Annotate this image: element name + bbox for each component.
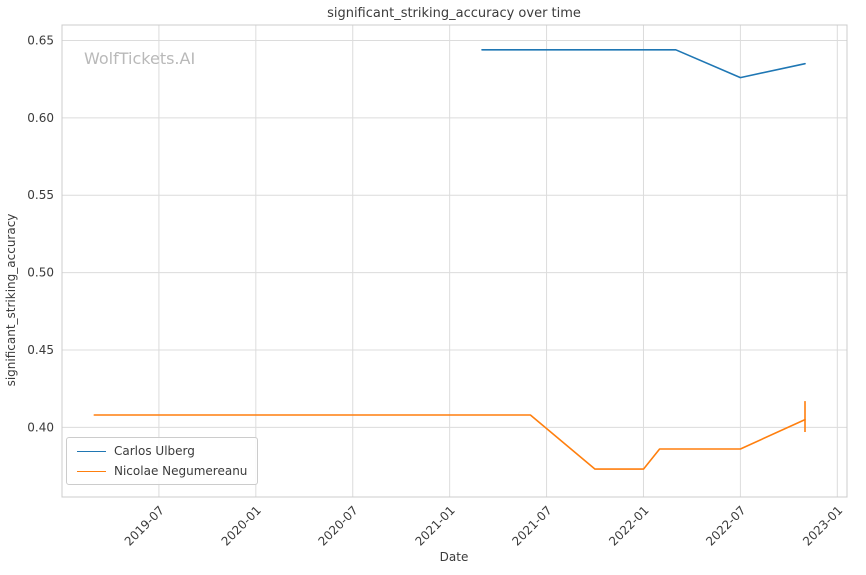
y-tick-label: 0.55 [27, 188, 54, 202]
series-line-carlos-ulberg [481, 48, 806, 79]
y-axis-label: significant_striking_accuracy [4, 214, 18, 387]
x-tick-label: 2020-07 [315, 503, 360, 548]
x-tick-label: 2021-07 [509, 503, 554, 548]
plot-frame [61, 24, 848, 498]
x-axis-label: Date [440, 550, 469, 564]
legend: Carlos Ulberg Nicolae Negumereanu [66, 437, 259, 485]
x-tick-label: 2021-01 [412, 503, 457, 548]
y-tick-label: 0.50 [27, 266, 54, 280]
series-layer [93, 48, 806, 470]
x-tick-label: 2022-07 [703, 503, 748, 548]
legend-line-sample-blue [77, 450, 106, 452]
chart-title: significant_striking_accuracy over time [327, 6, 581, 21]
y-tick-label: 0.65 [27, 34, 54, 48]
y-tick-label: 0.40 [27, 420, 54, 434]
x-tick-label: 2020-01 [219, 503, 264, 548]
watermark: WolfTickets.AI [84, 49, 195, 68]
y-tick-label: 0.60 [27, 111, 54, 125]
y-tick-label: 0.45 [27, 343, 54, 357]
x-tick-label: 2022-01 [606, 503, 651, 548]
legend-item-carlos-ulberg: Carlos Ulberg [77, 444, 247, 458]
legend-line-sample-orange [77, 470, 106, 472]
legend-label-nicolae-negumereanu: Nicolae Negumereanu [114, 464, 248, 478]
grid-layer [62, 25, 847, 497]
x-tick-label: 2019-07 [122, 503, 167, 548]
legend-item-nicolae-negumereanu: Nicolae Negumereanu [77, 464, 247, 478]
series-line-nicolae-negumereanu [93, 414, 806, 470]
legend-label-carlos-ulberg: Carlos Ulberg [114, 444, 195, 458]
x-tick-label: 2023-01 [800, 503, 845, 548]
